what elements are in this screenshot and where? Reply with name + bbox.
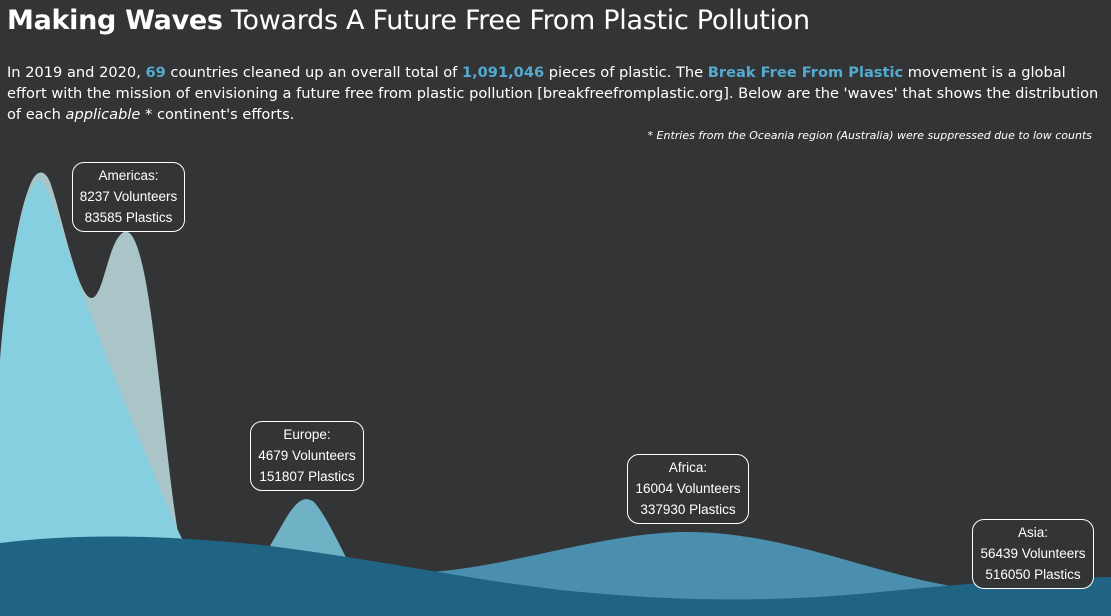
americas-volunteers: 8237 Volunteers [79, 189, 178, 204]
africa-volunteers: 16004 Volunteers [635, 481, 741, 496]
title-bold: Making Waves [7, 5, 223, 36]
asia-name: Asia: [1017, 525, 1048, 540]
asia-volunteers: 56439 Volunteers [980, 546, 1086, 561]
intro-text-4: movement is a global effort with the mis… [7, 64, 1099, 123]
americas-name: Americas: [98, 168, 159, 183]
callout-americas: Americas: 8237 Volunteers 83585 Plastics [72, 162, 185, 232]
europe-plastics: 151807 Plastics [259, 469, 355, 484]
total-plastics: 1,091,046 [461, 64, 545, 81]
europe-name: Europe: [283, 427, 331, 442]
intro-text-3: pieces of plastic. The [544, 64, 708, 81]
page-title: Making Waves Towards A Future Free From … [7, 4, 810, 38]
countries-count: 69 [145, 64, 166, 81]
callout-africa: Africa: 16004 Volunteers 337930 Plastics [627, 454, 749, 524]
asia-wave [0, 536, 1111, 616]
americas-wave-front [0, 180, 236, 616]
africa-name: Africa: [668, 460, 708, 475]
footnote: * Entries from the Oceania region (Austr… [647, 129, 1092, 142]
intro-emphasis: applicable [65, 106, 141, 123]
africa-plastics: 337930 Plastics [640, 502, 736, 517]
title-rest: Towards A Future Free From Plastic Pollu… [222, 5, 810, 36]
intro-text-1: In 2019 and 2020, [7, 64, 146, 81]
callout-asia: Asia: 56439 Volunteers 516050 Plastics [972, 519, 1094, 589]
intro-text-2: countries cleaned up an overall total of [165, 64, 462, 81]
intro-paragraph: In 2019 and 2020, 69 countries cleaned u… [7, 62, 1102, 125]
callout-europe: Europe: 4679 Volunteers 151807 Plastics [250, 421, 364, 491]
americas-plastics: 83585 Plastics [84, 210, 173, 225]
movement-name: Break Free From Plastic [707, 64, 904, 81]
asia-plastics: 516050 Plastics [985, 567, 1081, 582]
intro-text-5: * continent's efforts. [140, 106, 295, 123]
europe-volunteers: 4679 Volunteers [258, 448, 356, 463]
